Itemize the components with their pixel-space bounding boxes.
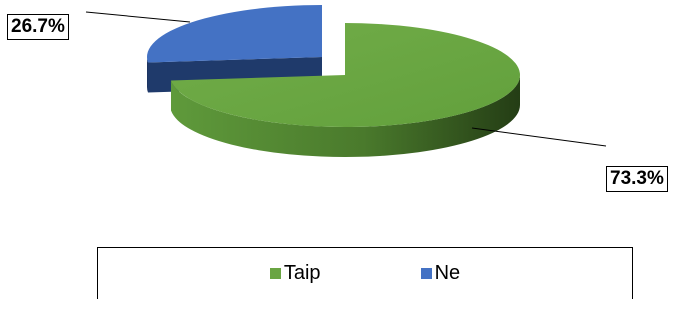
legend-label-taip: Taip (283, 262, 321, 284)
slice-top-ne (146, 5, 322, 63)
slice-top-taip (170, 23, 521, 127)
chart-legend: Taip Ne (97, 247, 633, 299)
legend-swatch-taip (269, 268, 281, 279)
leader-line-taip (471, 127, 607, 147)
leader-line-ne (85, 11, 191, 23)
legend-swatch-ne (420, 268, 432, 279)
pie-slices (146, 5, 521, 158)
slice-side-ne (147, 57, 148, 93)
slice-side-taip (170, 75, 521, 158)
data-label-ne: 26.7% (7, 14, 69, 40)
leader-lines (85, 11, 607, 147)
legend-item-taip: Taip (269, 262, 321, 285)
legend-item-ne: Ne (420, 262, 461, 285)
legend-label-ne: Ne (434, 262, 461, 284)
data-label-taip: 73.3% (606, 166, 668, 192)
